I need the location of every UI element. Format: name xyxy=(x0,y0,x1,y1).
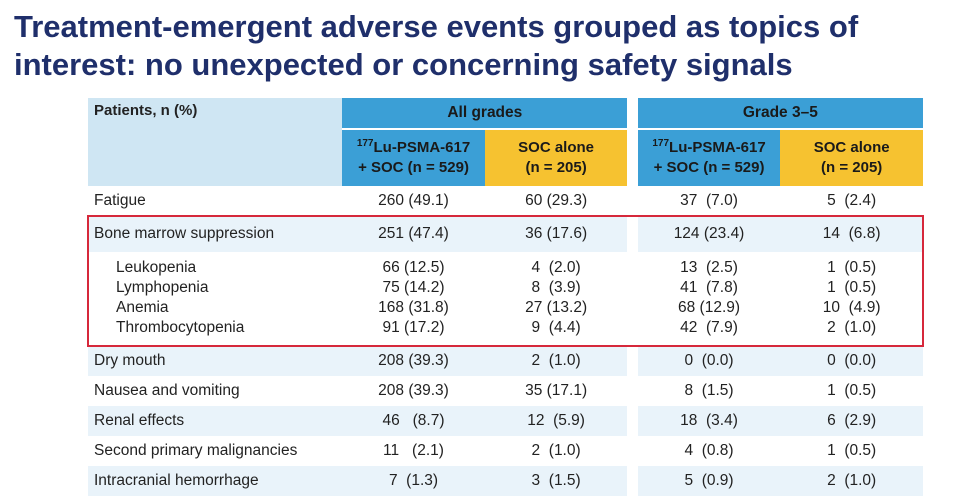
row-label: Fatigue xyxy=(88,186,343,216)
cell-soc-grade3: 10 (4.9) xyxy=(780,298,923,318)
cell-soc-all: 8 (3.9) xyxy=(484,278,628,298)
arm-header-lu-grade3: 177Lu-PSMA-617 + SOC (n = 529) xyxy=(637,128,781,186)
cell-soc-grade3: 6 (2.9) xyxy=(780,406,923,436)
cell-lu-all: 66 (12.5) xyxy=(342,252,485,278)
arm-name: Lu-PSMA-617 xyxy=(669,139,766,156)
row-header: Patients, n (%) xyxy=(88,98,343,186)
group-header-all-grades: All grades xyxy=(342,98,628,128)
cell-soc-grade3: 1 (0.5) xyxy=(780,436,923,466)
cell-soc-all: 36 (17.6) xyxy=(484,216,628,252)
table-row: Bone marrow suppression 251 (47.4) 36 (1… xyxy=(88,216,923,252)
table-row: Lymphopenia 75 (14.2) 8 (3.9) 41 (7.8) 1… xyxy=(88,278,923,298)
cell-soc-all: 2 (1.0) xyxy=(484,346,628,376)
arm-n: + SOC (n = 529) xyxy=(653,159,765,176)
table-row: Leukopenia 66 (12.5) 4 (2.0) 13 (2.5) 1 … xyxy=(88,252,923,278)
slide-title: Treatment-emergent adverse events groupe… xyxy=(14,9,859,82)
cell-lu-all: 208 (39.3) xyxy=(342,376,485,406)
row-label: Anemia xyxy=(88,298,343,318)
row-label: Leukopenia xyxy=(88,252,343,278)
table-row: Fatigue 260 (49.1) 60 (29.3) 37 (7.0) 5 … xyxy=(88,186,923,216)
cell-lu-grade3: 5 (0.9) xyxy=(637,466,781,496)
cell-lu-grade3: 37 (7.0) xyxy=(637,186,781,216)
arm-header-soc-all: SOC alone (n = 205) xyxy=(484,128,628,186)
isotope-superscript: 177 xyxy=(356,138,374,149)
arm-name: Lu-PSMA-617 xyxy=(373,139,471,156)
arm-n: + SOC (n = 529) xyxy=(358,159,469,176)
cell-lu-all: 168 (31.8) xyxy=(342,298,485,318)
adverse-events-table: Patients, n (%) All grades Grade 3–5 177… xyxy=(88,98,923,496)
cell-soc-all: 35 (17.1) xyxy=(484,376,628,406)
row-label: Dry mouth xyxy=(88,346,343,376)
cell-lu-grade3: 0 (0.0) xyxy=(637,346,781,376)
cell-lu-grade3: 41 (7.8) xyxy=(637,278,781,298)
cell-lu-all: 208 (39.3) xyxy=(342,346,485,376)
cell-soc-grade3: 1 (0.5) xyxy=(780,376,923,406)
row-label: Nausea and vomiting xyxy=(88,376,343,406)
cell-soc-grade3: 0 (0.0) xyxy=(780,346,923,376)
arm-header-lu-all: 177Lu-PSMA-617 + SOC (n = 529) xyxy=(342,128,485,186)
table-row: Anemia 168 (31.8) 27 (13.2) 68 (12.9) 10… xyxy=(88,298,923,318)
cell-soc-grade3: 5 (2.4) xyxy=(780,186,923,216)
arm-header-soc-grade3: SOC alone (n = 205) xyxy=(780,128,923,186)
cell-lu-grade3: 124 (23.4) xyxy=(637,216,781,252)
cell-soc-all: 60 (29.3) xyxy=(484,186,628,216)
cell-soc-grade3: 14 (6.8) xyxy=(780,216,923,252)
cell-lu-all: 91 (17.2) xyxy=(342,318,485,346)
cell-lu-grade3: 13 (2.5) xyxy=(637,252,781,278)
cell-lu-grade3: 42 (7.9) xyxy=(637,318,781,346)
arm-n: (n = 205) xyxy=(525,159,587,176)
arm-name: SOC alone xyxy=(813,139,890,156)
cell-lu-all: 260 (49.1) xyxy=(342,186,485,216)
cell-soc-grade3: 1 (0.5) xyxy=(780,252,923,278)
cell-lu-all: 46 (8.7) xyxy=(342,406,485,436)
cell-soc-all: 9 (4.4) xyxy=(484,318,628,346)
table-row: Nausea and vomiting 208 (39.3) 35 (17.1)… xyxy=(88,376,923,406)
row-label: Renal effects xyxy=(88,406,343,436)
cell-lu-grade3: 68 (12.9) xyxy=(637,298,781,318)
cell-soc-grade3: 2 (1.0) xyxy=(780,466,923,496)
row-label: Bone marrow suppression xyxy=(88,216,343,252)
cell-soc-grade3: 2 (1.0) xyxy=(780,318,923,346)
row-label: Lymphopenia xyxy=(88,278,343,298)
group-header-grade-3-5: Grade 3–5 xyxy=(637,98,923,128)
table-row: Renal effects 46 (8.7) 12 (5.9) 18 (3.4)… xyxy=(88,406,923,436)
cell-lu-grade3: 4 (0.8) xyxy=(637,436,781,466)
cell-soc-all: 2 (1.0) xyxy=(484,436,628,466)
cell-lu-grade3: 18 (3.4) xyxy=(637,406,781,436)
cell-soc-grade3: 1 (0.5) xyxy=(780,278,923,298)
table-row: Second primary malignancies 11 (2.1) 2 (… xyxy=(88,436,923,466)
cell-lu-all: 75 (14.2) xyxy=(342,278,485,298)
cell-lu-all: 7 (1.3) xyxy=(342,466,485,496)
cell-soc-all: 27 (13.2) xyxy=(484,298,628,318)
cell-lu-all: 11 (2.1) xyxy=(342,436,485,466)
table-row: Thrombocytopenia 91 (17.2) 9 (4.4) 42 (7… xyxy=(88,318,923,346)
cell-soc-all: 12 (5.9) xyxy=(484,406,628,436)
row-label: Intracranial hemorrhage xyxy=(88,466,343,496)
cell-lu-all: 251 (47.4) xyxy=(342,216,485,252)
arm-n: (n = 205) xyxy=(821,159,883,176)
isotope-superscript: 177 xyxy=(652,138,670,149)
row-label: Second primary malignancies xyxy=(88,436,343,466)
cell-lu-grade3: 8 (1.5) xyxy=(637,376,781,406)
arm-name: SOC alone xyxy=(518,139,595,156)
cell-soc-all: 3 (1.5) xyxy=(484,466,628,496)
row-label: Thrombocytopenia xyxy=(88,318,343,346)
cell-soc-all: 4 (2.0) xyxy=(484,252,628,278)
table-row: Dry mouth 208 (39.3) 2 (1.0) 0 (0.0) 0 (… xyxy=(88,346,923,376)
table-row: Intracranial hemorrhage 7 (1.3) 3 (1.5) … xyxy=(88,466,923,496)
